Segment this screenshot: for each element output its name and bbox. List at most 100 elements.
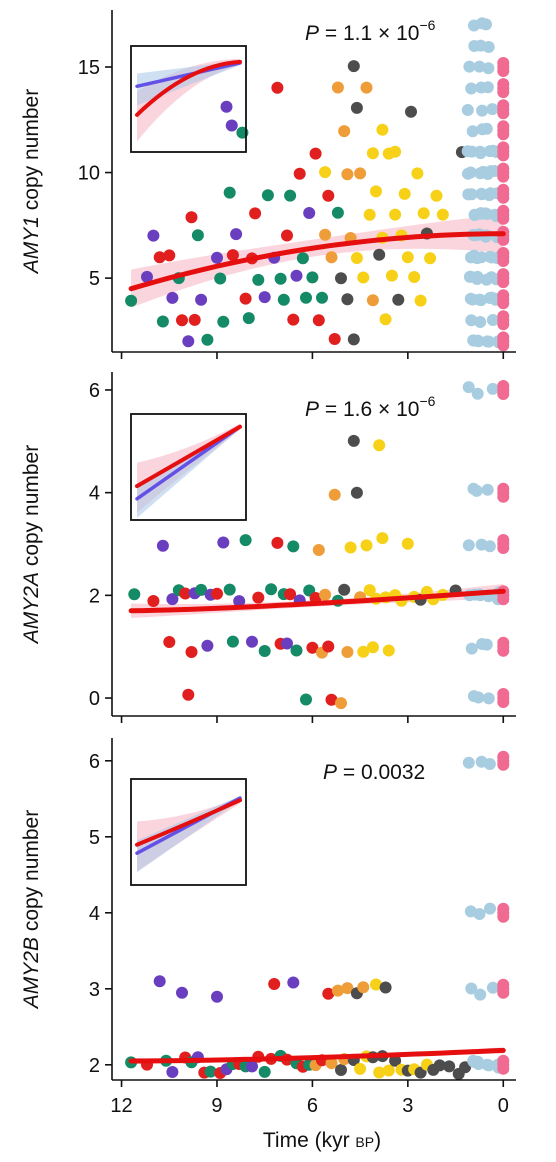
ancient-sample-point	[176, 986, 188, 999]
present-day-sample-point	[486, 981, 499, 994]
ancient-sample-point	[350, 252, 363, 264]
present-day-sample-point	[463, 60, 476, 73]
ancient-sample-point	[322, 987, 335, 1000]
ancient-sample-point	[166, 593, 179, 606]
ancient-sample-point	[230, 228, 243, 241]
ancient-sample-point	[443, 1060, 456, 1073]
ancient-sample-point	[322, 189, 335, 202]
present-day-sample-point	[462, 756, 475, 769]
ancient-sample-point	[347, 333, 360, 346]
ancient-sample-point	[201, 639, 214, 652]
present-day-sample-point	[497, 149, 510, 162]
present-day-sample-point	[497, 490, 510, 503]
present-day-sample-point	[497, 1062, 510, 1075]
ancient-sample-point	[128, 588, 141, 601]
ancient-sample-point	[300, 693, 312, 706]
ancient-sample-point	[316, 291, 328, 304]
time-x-axis: 12 9 6 3 0 Time (kyr BP)	[110, 1095, 508, 1152]
ancient-sample-point	[252, 273, 265, 286]
ancient-sample-point	[360, 81, 373, 94]
fitted-trend-line	[128, 1047, 506, 1064]
present-day-sample-point	[481, 335, 494, 348]
ancient-sample-point	[182, 335, 195, 348]
present-day-sample-point	[483, 758, 496, 770]
present-day-sample-point	[497, 318, 510, 331]
ancient-sample-point	[357, 271, 370, 284]
ancient-sample-point	[188, 313, 201, 326]
ancient-sample-point	[424, 252, 437, 265]
present-day-sample-point	[473, 60, 486, 73]
y-tick-label: 3	[89, 979, 100, 1001]
ancient-sample-point	[147, 229, 160, 242]
y-tick-label: 2	[89, 1055, 100, 1077]
present-day-sample-point	[465, 642, 478, 655]
ancient-sample-point	[385, 269, 398, 282]
ancient-sample-point	[354, 1062, 367, 1075]
panel-amy2a: 0 2 4 6 AMY2A copy number P = 1.6 × 10−6	[20, 372, 516, 723]
ancient-sample-point	[319, 166, 332, 179]
present-day-sample-point	[484, 902, 496, 915]
present-day-sample-point	[486, 103, 499, 116]
ancient-sample-point	[341, 168, 354, 181]
panels: 5 10 15 AMY1 copy number P = 1.1 × 10−6 0 2 4 6 A…	[20, 10, 516, 1087]
ancient-sample-point	[379, 981, 392, 994]
present-day-sample-point	[472, 691, 485, 704]
ancient-sample-point	[271, 536, 284, 549]
ancient-sample-point	[405, 105, 417, 118]
present-day-sample-point	[481, 168, 494, 180]
ancient-sample-point	[246, 1060, 258, 1073]
present-day-sample-point	[497, 986, 510, 999]
present-day-sample-point	[462, 167, 474, 180]
ancient-sample-point	[163, 249, 176, 262]
p-value-label: P = 0.0032	[323, 761, 425, 784]
ancient-sample-point	[211, 587, 223, 600]
present-day-sample-point	[482, 692, 495, 705]
ancient-sample-point	[389, 208, 402, 221]
present-day-sample-point	[465, 82, 478, 95]
present-day-sample-point	[497, 170, 510, 183]
ancient-sample-point	[185, 646, 198, 658]
ancient-sample-point	[354, 167, 367, 180]
present-day-sample-point	[471, 334, 484, 347]
ancient-sample-point	[293, 167, 306, 180]
ancient-sample-point	[249, 207, 262, 220]
ancient-sample-point	[258, 291, 271, 304]
present-day-sample-point	[475, 294, 487, 307]
ancient-sample-point	[331, 81, 344, 94]
present-day-sample-point	[481, 81, 494, 94]
y-tick-label: 15	[78, 57, 100, 79]
ancient-sample-point	[287, 540, 300, 553]
y-tick-label: 5	[89, 268, 100, 290]
present-day-sample-point	[474, 316, 487, 328]
ancient-sample-point	[265, 583, 278, 596]
present-day-sample-point	[481, 483, 494, 496]
present-day-sample-point	[486, 314, 499, 326]
x-tick-label: 12	[110, 1095, 132, 1117]
p-value-label: P = 1.1 × 10−6	[305, 17, 436, 45]
ancient-sample-point	[223, 583, 236, 596]
ancient-sample-point	[328, 488, 341, 501]
ancient-sample-point	[284, 588, 297, 601]
present-day-sample-point	[474, 147, 487, 160]
ancient-sample-point	[309, 147, 322, 160]
inset-frame	[130, 45, 247, 153]
ancient-sample-point	[414, 294, 427, 307]
present-day-sample-point	[462, 188, 475, 201]
y-axis-unit: copy number	[20, 89, 43, 216]
ancient-sample-point	[195, 293, 208, 306]
present-day-sample-point	[483, 540, 496, 553]
inset-red-line	[135, 798, 242, 847]
ancient-sample-point	[217, 315, 230, 328]
present-day-sample-point	[479, 207, 492, 220]
y-axis-title: AMY2B copy number	[20, 810, 43, 1010]
ancient-sample-point	[350, 486, 363, 499]
y-tick-label: 6	[89, 751, 100, 773]
x-axis-title: Time (kyr BP)	[263, 1129, 381, 1152]
y-axis-gene: AMY2A	[20, 572, 43, 645]
ancient-sample-point	[411, 167, 424, 180]
present-day-sample-point	[480, 18, 492, 31]
ancient-sample-point	[341, 293, 354, 306]
x-tick-label: 9	[211, 1095, 222, 1117]
present-day-sample-point	[473, 908, 486, 920]
y-tick-label: 10	[78, 163, 100, 185]
